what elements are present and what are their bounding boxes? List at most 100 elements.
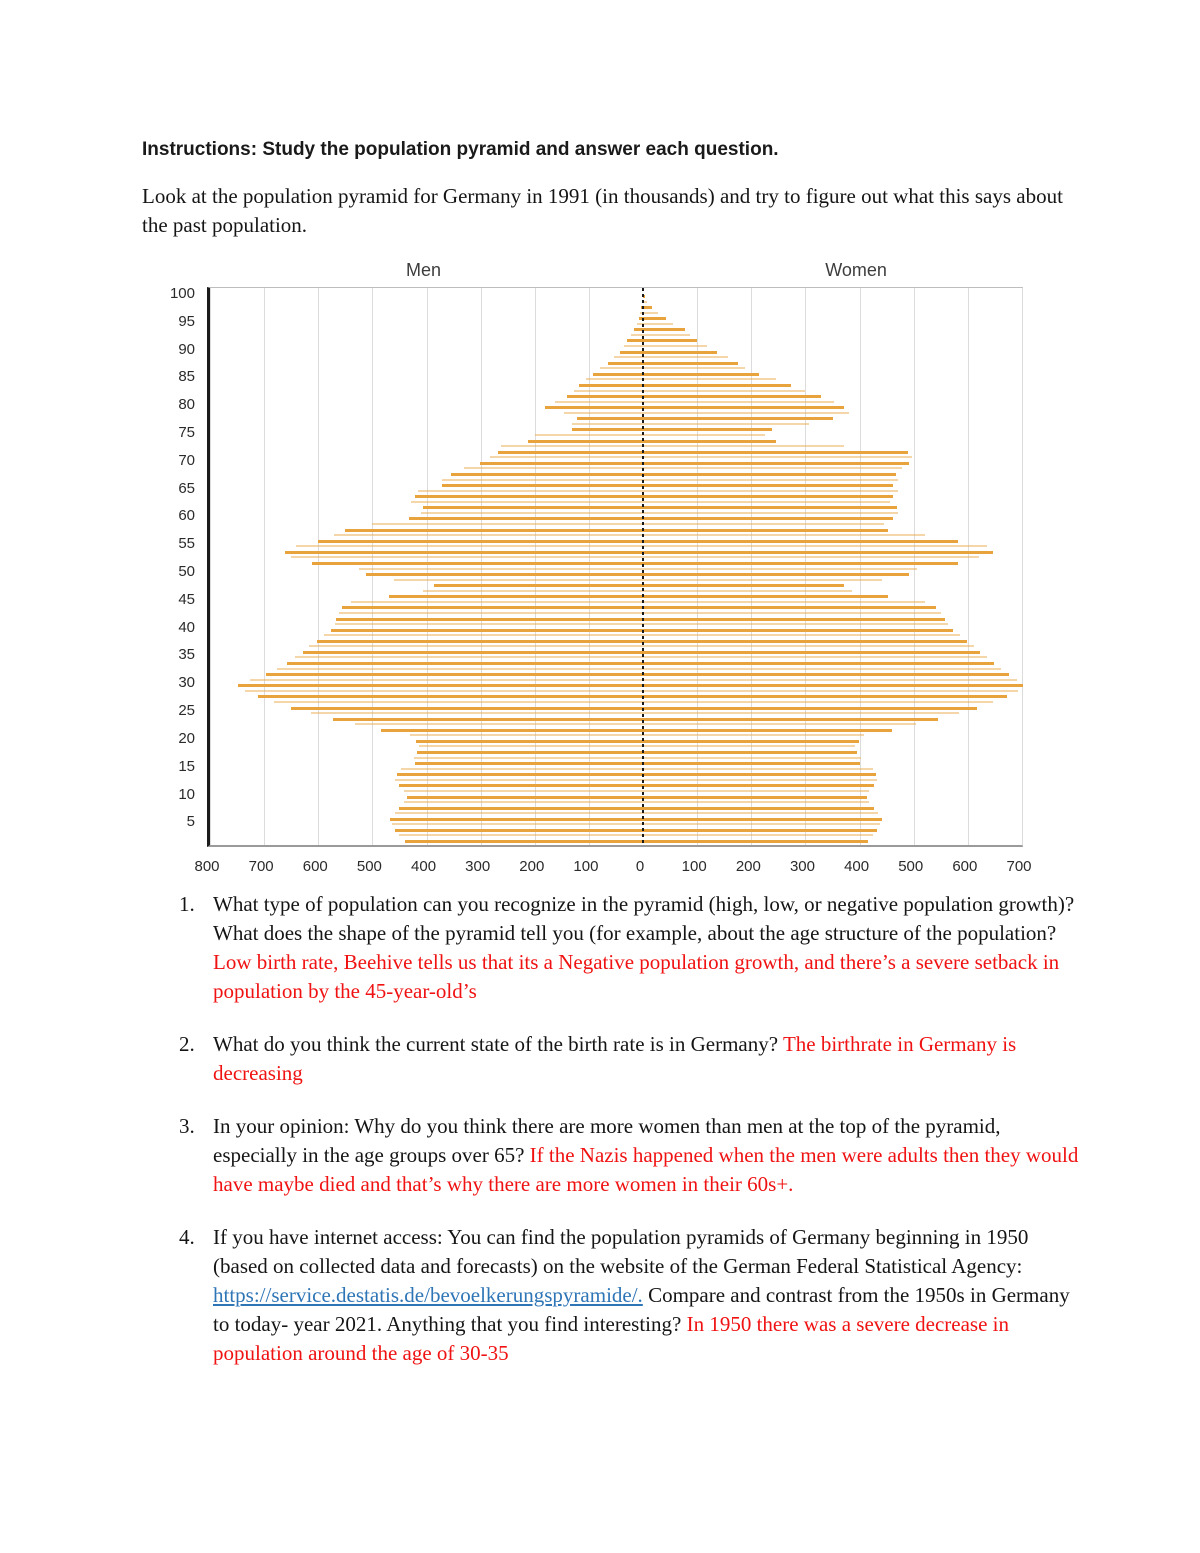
pyramid-bar-women-age-75 xyxy=(643,434,766,437)
pyramid-bar-men-age-19 xyxy=(418,745,644,748)
answer-text: If the Nazis happened when the men were … xyxy=(213,1143,1079,1196)
pyramid-bar-men-age-79 xyxy=(564,411,644,414)
pyramid-bar-women-age-86 xyxy=(643,372,759,376)
pyramid-bar-men-age-15 xyxy=(400,767,644,770)
pyramid-bar-men-age-12 xyxy=(399,784,644,788)
pyramid-bar-women-age-41 xyxy=(643,623,949,626)
y-axis-tick-label: 20 xyxy=(178,729,195,747)
pyramid-bar-women-age-45 xyxy=(643,600,926,603)
pyramid-bar-men-age-31 xyxy=(249,678,644,681)
pyramid-bar-women-age-74 xyxy=(643,439,777,443)
pyramid-bar-men-age-38 xyxy=(316,639,644,643)
pyramid-bar-women-age-17 xyxy=(643,756,861,759)
pyramid-bar-women-age-15 xyxy=(643,767,873,770)
pyramid-bar-men-age-69 xyxy=(464,467,644,470)
pyramid-bar-women-age-61 xyxy=(643,511,899,514)
pyramid-bar-men-age-13 xyxy=(395,778,644,781)
pyramid-bar-men-age-28 xyxy=(258,695,644,699)
pyramid-bar-women-age-76 xyxy=(643,428,773,432)
gridline xyxy=(480,288,482,845)
pyramid-bar-men-age-23 xyxy=(355,723,644,726)
pyramid-bar-women-age-11 xyxy=(643,789,869,792)
pyramid-bar-men-age-65 xyxy=(417,489,644,492)
gridline xyxy=(372,288,374,845)
pyramid-bar-men-age-18 xyxy=(417,751,644,755)
pyramid-bar-women-age-18 xyxy=(643,751,857,755)
pyramid-bar-women-age-26 xyxy=(643,706,977,710)
pyramid-bar-women-age-51 xyxy=(643,567,917,570)
pyramid-bar-men-age-34 xyxy=(287,662,644,666)
pyramid-bar-women-age-59 xyxy=(643,523,885,525)
pyramid-bar-men-age-42 xyxy=(336,617,644,621)
pyramid-bar-women-age-3 xyxy=(643,834,873,837)
pyramid-bar-women-age-50 xyxy=(643,573,909,577)
pyramid-bar-women-age-14 xyxy=(643,773,876,777)
pyramid-bar-men-age-16 xyxy=(414,762,644,766)
x-axis-tick-label: 400 xyxy=(411,858,437,875)
x-axis-tick-label: 700 xyxy=(248,858,274,875)
pyramid-bar-women-age-7 xyxy=(643,812,878,815)
pyramid-bar-women-age-33 xyxy=(643,667,1002,670)
y-axis-tick-label: 95 xyxy=(178,312,195,330)
chart-title-women: Women xyxy=(825,260,887,280)
pyramid-bar-women-age-87 xyxy=(643,367,746,370)
x-axis-tick-label: 100 xyxy=(573,858,599,875)
pyramid-bar-men-age-24 xyxy=(332,717,644,721)
pyramid-bar-men-age-86 xyxy=(593,372,644,376)
question-text: What do you think the current state of t… xyxy=(213,1032,783,1056)
pyramid-bar-men-age-64 xyxy=(415,495,644,499)
x-axis-tick-label: 500 xyxy=(356,858,382,875)
pyramid-bar-women-age-6 xyxy=(643,817,882,821)
y-axis-tick-label: 75 xyxy=(178,424,195,442)
pyramid-bar-women-age-84 xyxy=(643,383,791,387)
pyramid-bar-women-age-19 xyxy=(643,745,856,748)
instructions-heading: Instructions: Study the population pyram… xyxy=(142,139,779,160)
x-axis-tick-label: 300 xyxy=(789,858,815,875)
gridline xyxy=(859,288,861,845)
pyramid-bar-men-age-90 xyxy=(620,350,644,354)
pyramid-bar-women-age-53 xyxy=(643,556,980,559)
question-number: 4. xyxy=(179,1225,195,1249)
x-axis-tick-label: 300 xyxy=(465,858,491,875)
pyramid-bar-women-age-43 xyxy=(643,611,941,614)
pyramid-bar-women-age-8 xyxy=(643,806,874,810)
pyramid-bar-women-age-12 xyxy=(643,784,874,788)
pyramid-bar-women-age-40 xyxy=(643,628,953,632)
gridline xyxy=(318,288,320,845)
answer-text: In 1950 there was a severe decrease in p… xyxy=(213,1312,1010,1365)
pyramid-bar-men-age-11 xyxy=(404,789,644,792)
destatis-link[interactable]: https://service.destatis.de/bevoelkerung… xyxy=(213,1283,643,1307)
pyramid-bar-men-age-98 xyxy=(640,306,644,310)
pyramid-bar-women-age-20 xyxy=(643,739,859,743)
y-axis-tick-label: 40 xyxy=(178,618,195,636)
question-item-4: 4. If you have internet access: You can … xyxy=(142,1223,1080,1368)
pyramid-bar-men-age-3 xyxy=(399,834,644,837)
pyramid-bar-men-age-47 xyxy=(423,589,644,592)
pyramid-bar-women-age-65 xyxy=(643,489,899,492)
pyramid-bar-men-age-53 xyxy=(290,556,644,559)
pyramid-bar-women-age-4 xyxy=(643,828,877,832)
x-axis-tick-label: 600 xyxy=(302,858,328,875)
pyramid-bar-women-age-37 xyxy=(643,645,975,648)
pyramid-bar-women-age-98 xyxy=(643,306,652,310)
pyramid-bar-women-age-82 xyxy=(643,395,822,399)
question-text: What type of population can you recogniz… xyxy=(213,892,1075,945)
pyramid-bar-men-age-70 xyxy=(480,461,644,465)
pyramid-bar-men-age-94 xyxy=(634,328,644,332)
x-axis-tick-label: 800 xyxy=(194,858,220,875)
pyramid-bar-women-age-97 xyxy=(643,311,659,314)
pyramid-bar-women-age-91 xyxy=(643,345,707,348)
gridline xyxy=(751,288,753,845)
pyramid-bar-women-age-90 xyxy=(643,350,717,354)
pyramid-bar-men-age-25 xyxy=(310,712,644,715)
pyramid-bar-men-age-93 xyxy=(631,333,644,336)
pyramid-bar-women-age-68 xyxy=(643,472,897,476)
pyramid-bar-women-age-62 xyxy=(643,506,898,510)
pyramid-bar-women-age-81 xyxy=(643,400,835,403)
pyramid-bar-women-age-80 xyxy=(643,406,844,410)
pyramid-bar-men-age-37 xyxy=(308,645,644,648)
pyramid-bar-women-age-31 xyxy=(643,678,1018,681)
pyramid-bar-men-age-5 xyxy=(391,823,644,826)
gridline xyxy=(534,288,536,845)
pyramid-bar-men-age-49 xyxy=(393,578,644,581)
